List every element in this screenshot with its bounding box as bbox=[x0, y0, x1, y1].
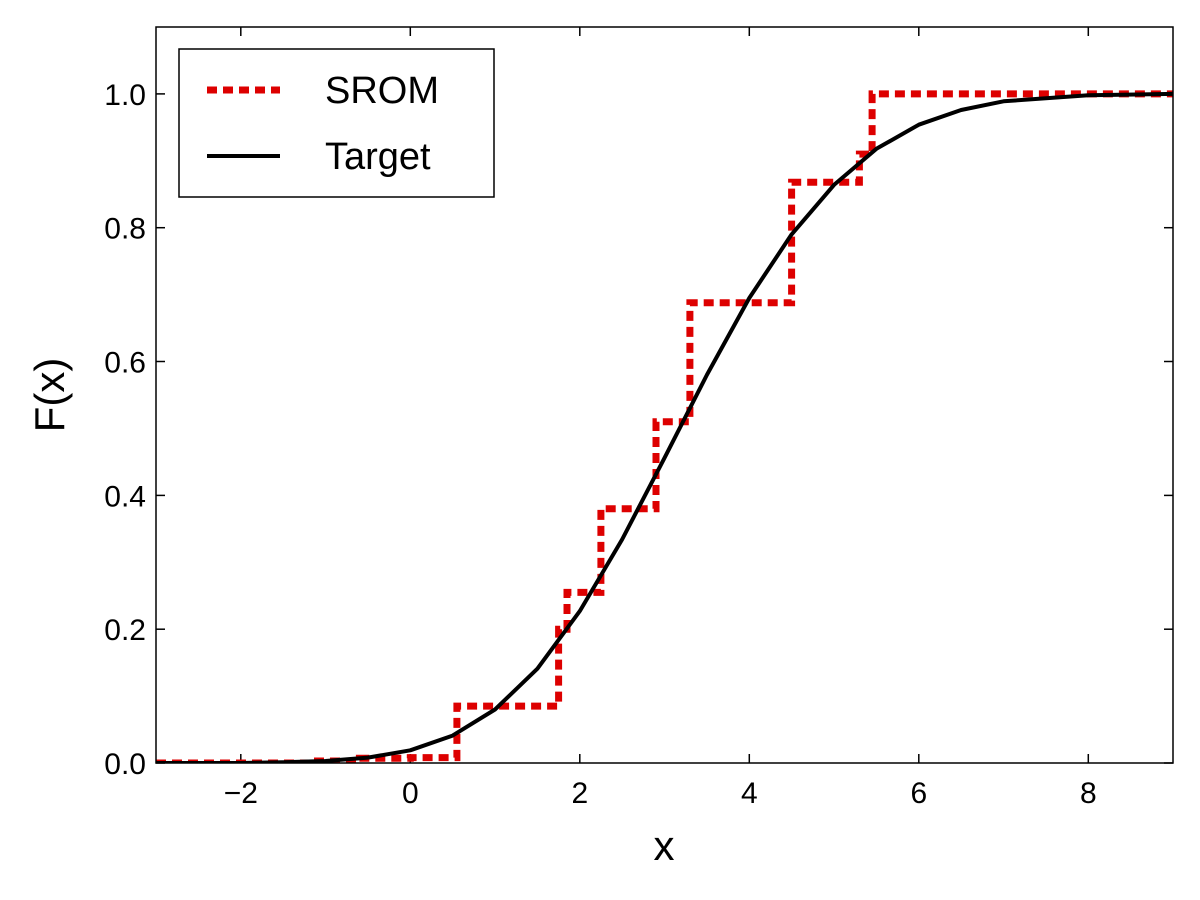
series-clip-group bbox=[156, 90, 1173, 763]
x-axis-label: x bbox=[654, 822, 675, 869]
plot-frame bbox=[155, 26, 1174, 764]
y-tick-label: 0.2 bbox=[104, 614, 146, 647]
x-tick-label: 2 bbox=[571, 777, 588, 810]
x-tick-label: 0 bbox=[402, 777, 419, 810]
y-axis-label: F(x) bbox=[26, 358, 73, 433]
x-tick-label: 8 bbox=[1080, 777, 1097, 810]
legend-label-target: Target bbox=[325, 136, 431, 178]
x-tick-label: 4 bbox=[741, 777, 758, 810]
x-tick-label: 6 bbox=[910, 777, 927, 810]
y-tick-label: 0.4 bbox=[104, 480, 146, 513]
y-tick-label: 0.0 bbox=[104, 748, 146, 781]
series-line-target bbox=[156, 91, 1173, 763]
legend-label-srom: SROM bbox=[325, 70, 439, 112]
tick-labels-group: −2 0 2 4 6 8 0.0 0.2 0.4 0.6 0.8 1.0 bbox=[104, 79, 1096, 810]
y-tick-label: 0.8 bbox=[104, 213, 146, 246]
legend-box bbox=[178, 48, 495, 198]
series-layer bbox=[156, 90, 1173, 763]
y-tick-label: 0.6 bbox=[104, 347, 146, 380]
x-tick-label: −2 bbox=[224, 777, 258, 810]
y-tick-label: 1.0 bbox=[104, 79, 146, 112]
legend: SROM Target bbox=[178, 48, 495, 198]
